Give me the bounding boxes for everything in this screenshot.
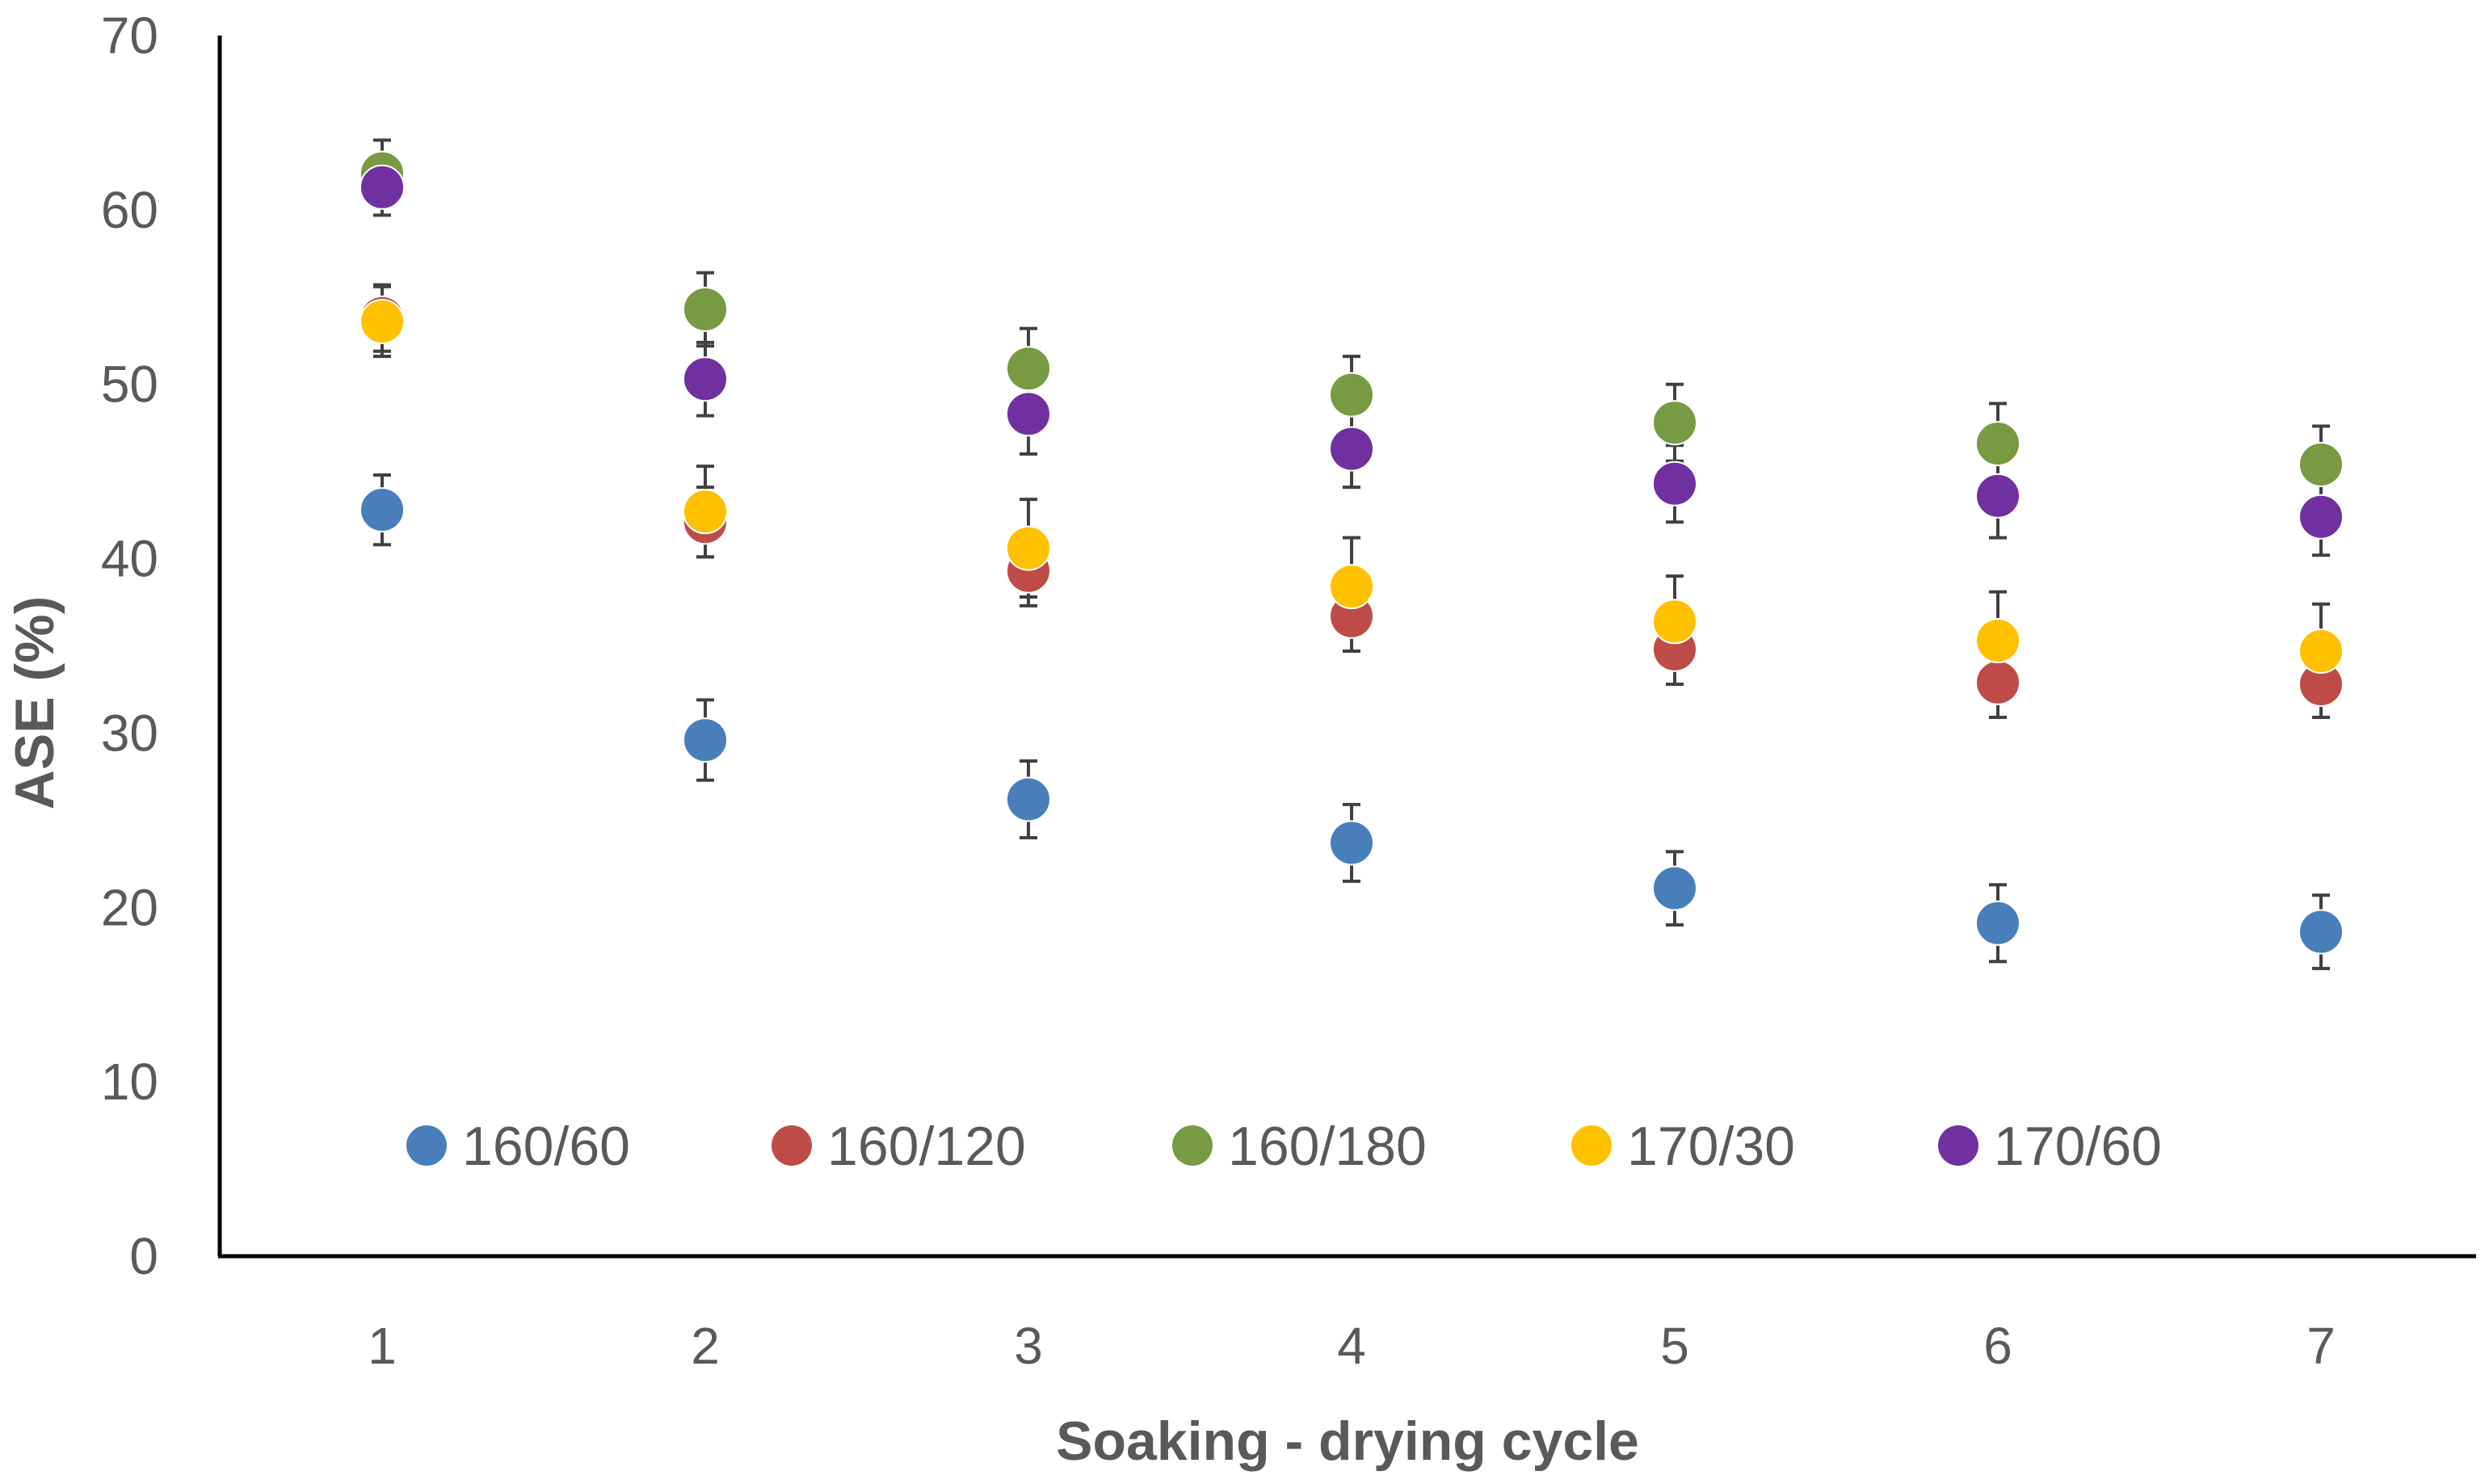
x-tick-label-2: 2 bbox=[691, 1317, 720, 1375]
legend-item-170-30: 170/30 bbox=[1571, 1116, 1795, 1177]
point-160-120-6 bbox=[1975, 659, 2020, 705]
x-axis-ticks: 1 2 3 4 5 6 7 bbox=[368, 1317, 2336, 1375]
y-axis-ticks: 0 10 20 30 40 50 60 70 bbox=[101, 6, 158, 1285]
point-170-30-4 bbox=[1329, 564, 1374, 610]
point-160-180-4 bbox=[1329, 372, 1374, 418]
point-170-30-1 bbox=[360, 299, 405, 345]
legend-item-160-120: 160/120 bbox=[772, 1116, 1026, 1177]
point-160-180-3 bbox=[1006, 346, 1051, 392]
legend-label-170-30: 170/30 bbox=[1627, 1116, 1795, 1177]
point-170-30-5 bbox=[1652, 599, 1697, 645]
y-axis-title: ASE (%) bbox=[4, 596, 65, 809]
legend-label-170-60: 170/60 bbox=[1994, 1116, 2162, 1177]
legend-item-160-60: 160/60 bbox=[406, 1116, 630, 1177]
point-160-60-6 bbox=[1975, 900, 2020, 946]
x-tick-label-4: 4 bbox=[1337, 1317, 1366, 1375]
legend-marker-160-60 bbox=[406, 1125, 447, 1166]
y-tick-label-10: 10 bbox=[101, 1053, 158, 1111]
y-tick-label-0: 0 bbox=[129, 1227, 158, 1285]
point-170-60-6 bbox=[1975, 473, 2020, 519]
point-160-60-1 bbox=[360, 487, 405, 533]
x-tick-label-6: 6 bbox=[1983, 1317, 2012, 1375]
x-tick-label-7: 7 bbox=[2306, 1317, 2336, 1375]
x-axis-title: Soaking - drying cycle bbox=[1056, 1410, 1639, 1472]
legend-item-170-60: 170/60 bbox=[1938, 1116, 2162, 1177]
y-tick-label-20: 20 bbox=[101, 878, 158, 936]
point-160-60-7 bbox=[2298, 909, 2344, 955]
point-160-60-2 bbox=[683, 717, 728, 763]
y-tick-label-30: 30 bbox=[101, 704, 158, 762]
point-170-60-2 bbox=[683, 356, 728, 402]
x-tick-label-5: 5 bbox=[1660, 1317, 1689, 1375]
point-170-60-5 bbox=[1652, 460, 1697, 507]
legend-item-160-180: 160/180 bbox=[1172, 1116, 1427, 1177]
point-160-180-2 bbox=[683, 286, 728, 332]
legend-marker-160-120 bbox=[772, 1125, 812, 1166]
x-tick-label-1: 1 bbox=[368, 1317, 397, 1375]
point-170-60-4 bbox=[1329, 426, 1374, 472]
y-tick-label-50: 50 bbox=[101, 355, 158, 414]
y-tick-label-40: 40 bbox=[101, 530, 158, 588]
point-170-30-3 bbox=[1006, 525, 1051, 571]
point-160-60-3 bbox=[1006, 776, 1051, 822]
x-tick-label-3: 3 bbox=[1014, 1317, 1043, 1375]
point-170-60-1 bbox=[360, 164, 405, 210]
legend-marker-160-180 bbox=[1172, 1125, 1213, 1166]
point-170-30-2 bbox=[683, 489, 728, 535]
legend-label-160-60: 160/60 bbox=[462, 1116, 630, 1177]
y-tick-label-70: 70 bbox=[101, 6, 158, 65]
data-points bbox=[360, 150, 2344, 955]
point-160-180-7 bbox=[2298, 442, 2344, 488]
point-160-180-5 bbox=[1652, 400, 1697, 446]
point-170-60-7 bbox=[2298, 494, 2344, 540]
point-170-30-7 bbox=[2298, 628, 2344, 674]
point-170-30-6 bbox=[1975, 618, 2020, 664]
y-tick-label-60: 60 bbox=[101, 181, 158, 239]
point-160-60-4 bbox=[1329, 820, 1374, 866]
legend-label-160-120: 160/120 bbox=[827, 1116, 1026, 1177]
legend-marker-170-30 bbox=[1571, 1125, 1612, 1166]
point-160-180-6 bbox=[1975, 421, 2020, 467]
legend: 160/60 160/120 160/180 170/30 170/60 bbox=[406, 1116, 2162, 1177]
point-170-60-3 bbox=[1006, 391, 1051, 437]
point-160-60-5 bbox=[1652, 865, 1697, 911]
legend-marker-170-60 bbox=[1938, 1125, 1978, 1166]
legend-label-160-180: 160/180 bbox=[1228, 1116, 1427, 1177]
